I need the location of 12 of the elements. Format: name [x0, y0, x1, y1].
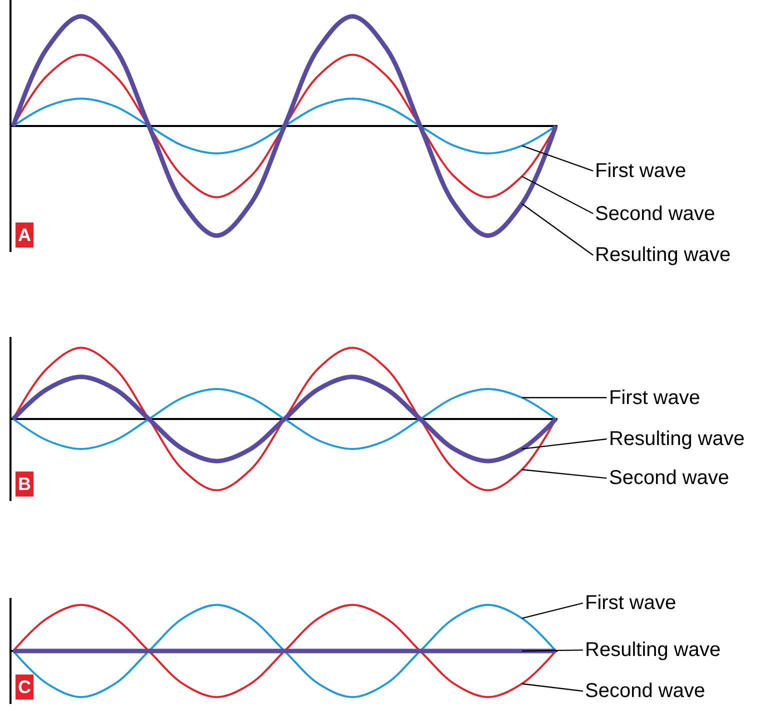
- annotation: A: [18, 225, 31, 245]
- text: First wave: [585, 592, 676, 614]
- text: Second wave: [595, 203, 716, 225]
- text: First wave: [609, 387, 700, 409]
- text: First wave: [595, 160, 686, 182]
- annotation: B: [18, 474, 31, 494]
- annotation: C: [18, 677, 31, 697]
- text: Second wave: [609, 467, 730, 489]
- text: Second wave: [585, 680, 706, 702]
- text: Resulting wave: [595, 244, 731, 266]
- series-label: Resulting wave: [585, 639, 721, 661]
- text: Resulting wave: [609, 428, 745, 450]
